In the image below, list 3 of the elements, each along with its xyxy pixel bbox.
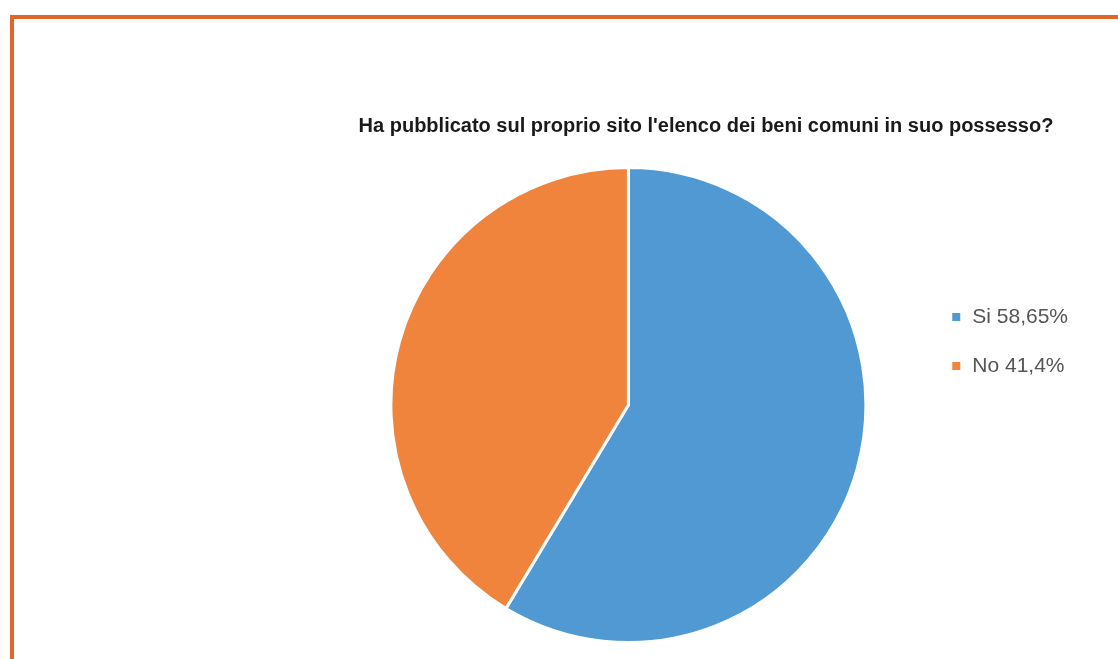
- chart-title: Ha pubblicato sul proprio sito l'elenco dei beni comuni in suo possesso?: [358, 113, 1054, 136]
- legend-label: Si 58,65%: [972, 303, 1068, 327]
- legend-label: No 41,4%: [972, 352, 1065, 376]
